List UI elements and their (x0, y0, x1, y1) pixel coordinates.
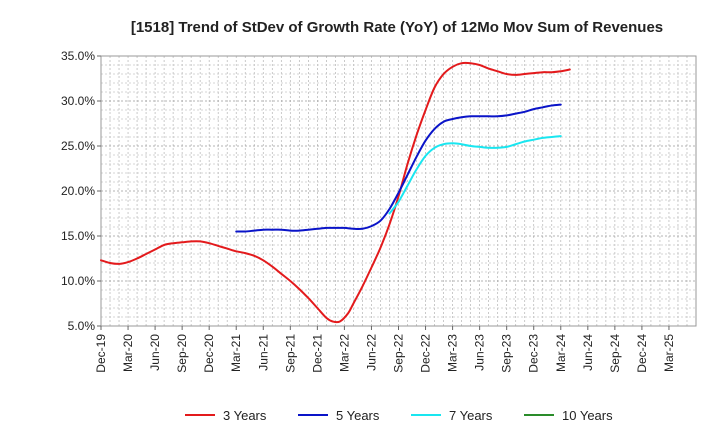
legend-label: 7 Years (449, 408, 493, 423)
legend: 3 Years 5 Years 7 Years 10 Years (185, 408, 613, 423)
x-tick-label: Jun-20 (148, 334, 162, 371)
x-axis: Dec-19 Mar-20 Jun-20 Sep-20 Dec-20 Mar-21 Jun-… (94, 326, 676, 373)
x-tick-label: Sep-21 (283, 334, 297, 373)
y-tick-label: 35.0% (61, 49, 95, 63)
x-tick-label: Sep-24 (608, 334, 622, 373)
series-line-7-years (388, 135, 562, 215)
chart-title: [1518] Trend of StDev of Growth Rate (Yo… (131, 19, 663, 36)
x-tick-label: Dec-21 (310, 334, 324, 373)
series-lines (100, 61, 571, 324)
y-tick-label: 30.0% (61, 94, 95, 108)
y-tick-label: 20.0% (61, 184, 95, 198)
y-axis: 5.0% 10.0% 15.0% 20.0% 25.0% 30.0% 35.0% (61, 49, 101, 333)
y-tick-label: 25.0% (61, 139, 95, 153)
x-tick-label: Mar-21 (229, 334, 243, 372)
series-line-3-years (100, 61, 571, 324)
y-tick-label: 5.0% (68, 319, 96, 333)
x-tick-label: Sep-23 (500, 334, 514, 373)
grid (101, 55, 696, 327)
series-line-5-years (235, 103, 562, 233)
x-tick-label: Mar-23 (446, 334, 460, 372)
x-tick-label: Jun-22 (364, 334, 378, 371)
x-tick-label: Mar-24 (554, 334, 568, 372)
y-tick-label: 10.0% (61, 274, 95, 288)
x-tick-label: Mar-22 (337, 334, 351, 372)
x-tick-label: Dec-22 (419, 334, 433, 373)
x-tick-label: Sep-22 (392, 334, 406, 373)
x-tick-label: Dec-20 (202, 334, 216, 373)
x-tick-label: Mar-25 (662, 334, 676, 372)
legend-label: 3 Years (223, 408, 267, 423)
x-tick-label: Jun-23 (473, 334, 487, 371)
x-tick-label: Sep-20 (175, 334, 189, 373)
x-tick-label: Dec-23 (527, 334, 541, 373)
legend-label: 5 Years (336, 408, 380, 423)
y-tick-label: 15.0% (61, 229, 95, 243)
legend-label: 10 Years (562, 408, 613, 423)
x-tick-label: Mar-20 (121, 334, 135, 372)
x-tick-label: Dec-19 (94, 334, 108, 373)
x-tick-label: Jun-21 (256, 334, 270, 371)
x-tick-label: Jun-24 (581, 334, 595, 371)
x-tick-label: Dec-24 (635, 334, 649, 373)
